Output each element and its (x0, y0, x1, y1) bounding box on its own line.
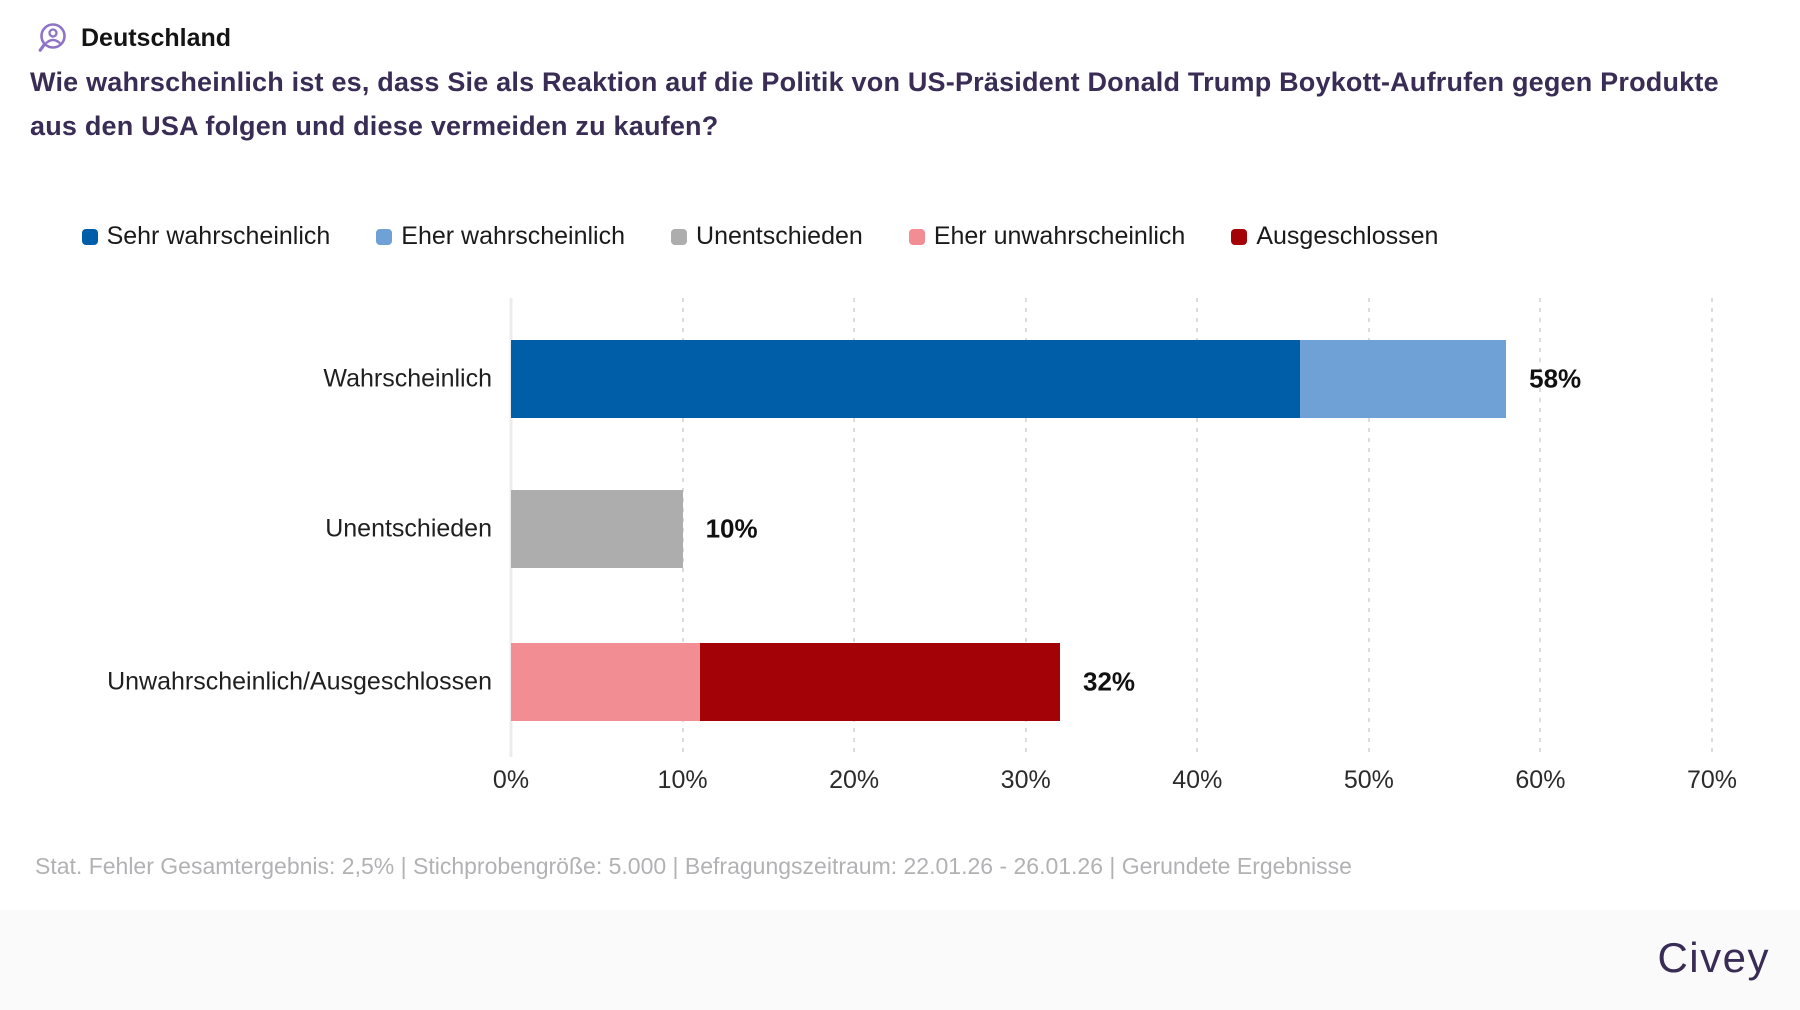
stacked-bar (511, 340, 1712, 418)
gridline (1367, 298, 1370, 757)
gridline (681, 298, 684, 757)
stacked-bar (511, 643, 1712, 721)
bar-row-unwahrscheinlich: 32% (511, 643, 1712, 721)
category-label-unwahrscheinlich: Unwahrscheinlich/Ausgeschlossen (107, 667, 492, 696)
header: Deutschland (35, 21, 231, 55)
gridline (1711, 298, 1713, 757)
stacked-bar (511, 490, 1712, 568)
x-tick-label: 70% (1686, 766, 1738, 794)
legend-item-sehr-wahrscheinlich: Sehr wahrscheinlich (81, 222, 331, 251)
bar-total-label: 32% (1083, 666, 1136, 697)
legend-swatch (1231, 228, 1248, 245)
bar-total-label: 10% (705, 513, 758, 544)
x-tick-label: 20% (829, 766, 880, 794)
legend-swatch (671, 228, 688, 245)
legend-label: Eher wahrscheinlich (401, 222, 626, 250)
x-tick-label: 50% (1343, 766, 1394, 794)
legend-item-eher-unwahrscheinlich: Eher unwahrscheinlich (908, 222, 1186, 251)
legend-swatch (376, 228, 393, 245)
bar-segment-ausgeschlossen (699, 643, 1061, 721)
legend-label: Unentschieden (696, 222, 863, 250)
bottom-bar: Civey (0, 910, 1800, 1010)
x-axis: 0% 10% 20% 30% 40% 50% 60% 70% (493, 760, 1737, 800)
category-label-wahrscheinlich: Wahrscheinlich (323, 364, 492, 393)
legend-item-eher-wahrscheinlich: Eher wahrscheinlich (376, 222, 625, 251)
x-tick-label: 0% (492, 766, 530, 794)
legend-item-ausgeschlossen: Ausgeschlossen (1231, 222, 1438, 251)
gridline (1024, 298, 1027, 757)
legend-label: Sehr wahrscheinlich (106, 222, 331, 250)
question-title-line1: Wie wahrscheinlich ist es, dass Sie als … (30, 67, 1719, 97)
bar-total-label: 58% (1529, 363, 1582, 394)
question-title-line2: aus den USA folgen und diese vermeiden z… (30, 111, 719, 141)
survey-stats-line: Stat. Fehler Gesamtergebnis: 2,5% | Stic… (35, 853, 1352, 879)
gridline (853, 298, 856, 757)
gridline (1196, 298, 1199, 757)
x-tick-label: 30% (1000, 766, 1051, 794)
civey-logo: Civey (1657, 934, 1770, 982)
legend-label: Ausgeschlossen (1256, 222, 1439, 250)
x-tick-label: 10% (657, 766, 708, 794)
x-tick-label: 60% (1515, 766, 1566, 794)
legend-label: Eher unwahrscheinlich (933, 222, 1186, 250)
bar-segment-eher-wahrscheinlich (1300, 340, 1507, 418)
legend-item-unentschieden: Unentschieden (671, 222, 863, 251)
audience-magnifier-icon (35, 21, 69, 55)
x-tick-label: 40% (1172, 766, 1223, 794)
bar-segment-unentschieden (511, 490, 683, 568)
region-label: Deutschland (81, 23, 232, 52)
legend-swatch (908, 228, 925, 245)
bar-segment-eher-unwahrscheinlich (511, 643, 700, 721)
bar-row-unentschieden: 10% (511, 490, 1712, 568)
category-label-unentschieden: Unentschieden (325, 514, 492, 543)
gridline (1539, 298, 1542, 757)
legend-swatch (81, 228, 98, 245)
plot-area: 58% 10% 32% (509, 298, 1713, 757)
question-title: Wie wahrscheinlich ist es, dass Sie als … (30, 60, 1775, 148)
bar-row-wahrscheinlich: 58% (511, 340, 1712, 418)
chart-legend: Sehr wahrscheinlich Eher wahrscheinlich … (40, 222, 1480, 251)
bar-segment-sehr-wahrscheinlich (511, 340, 1301, 418)
